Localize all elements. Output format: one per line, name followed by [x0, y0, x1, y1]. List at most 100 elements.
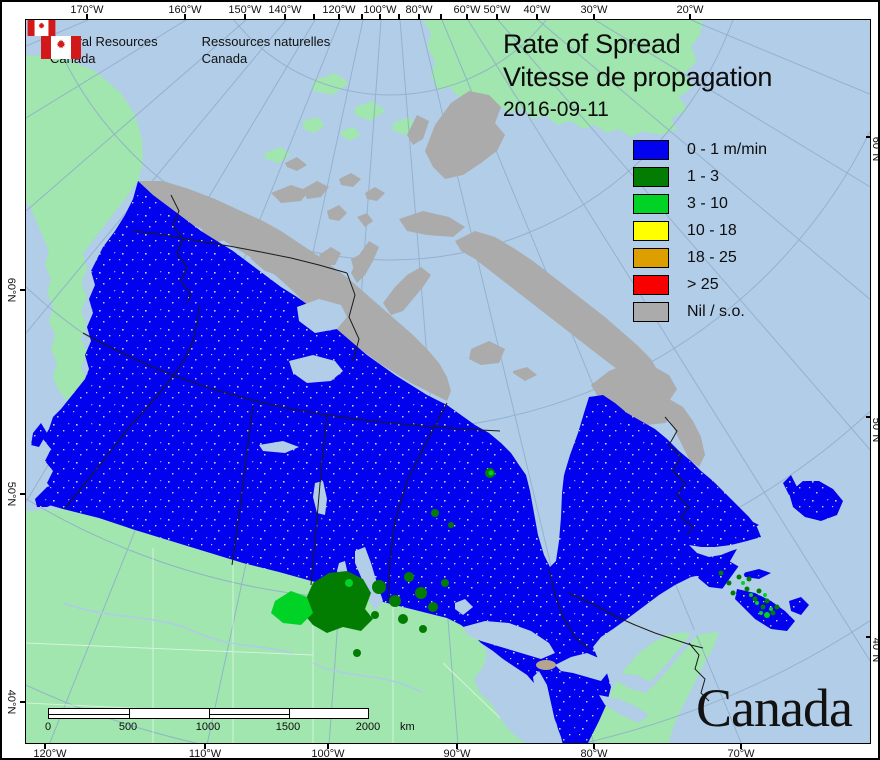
- lake-huron: [555, 653, 609, 681]
- ungava: [591, 363, 677, 425]
- us-details: [26, 548, 501, 743]
- legend-item: 1 - 3: [633, 163, 767, 190]
- lat-label: 40°N: [5, 689, 17, 715]
- axis-tick: [313, 14, 315, 19]
- st-lawrence-river: [592, 560, 750, 688]
- lon-label: 50°W: [483, 4, 511, 16]
- spread-1-3: [303, 468, 780, 657]
- legend-swatch: [633, 247, 669, 268]
- scale-bar-labels: 0 500 1000 1500 2000 km: [44, 721, 448, 735]
- labrador-tip: [665, 399, 705, 467]
- wordmark-flag-icon: [27, 20, 56, 36]
- axis-tick: [44, 744, 46, 749]
- lake-superior: [463, 621, 555, 659]
- scale-bar-graphic: [48, 708, 369, 719]
- legend-item: 18 - 25: [633, 244, 767, 271]
- legend-label: > 25: [687, 275, 719, 293]
- map-title: Rate of Spread Vitesse de propagation 20…: [503, 28, 772, 124]
- nil-areas: [138, 91, 705, 616]
- lon-label: 150°W: [228, 4, 262, 16]
- scale-tick-label: 2000: [355, 721, 381, 733]
- axis-tick: [866, 136, 871, 138]
- borders: [64, 194, 710, 702]
- title-fr: Vitesse de propagation: [503, 62, 773, 92]
- lon-label: 120°W: [33, 748, 67, 760]
- lat-label: 60°N: [5, 277, 17, 303]
- lat-label: 50°N: [870, 417, 880, 443]
- canada-wordmark: Canada: [696, 678, 853, 738]
- arctic-islets: [265, 73, 419, 163]
- axis-tick: [86, 14, 88, 19]
- axis-tick: [184, 14, 186, 19]
- lake-erie: [599, 695, 649, 723]
- legend-label: Nil / s.o.: [687, 302, 745, 320]
- scale-tick-label: 0: [44, 721, 52, 733]
- canada-fire-map: [26, 20, 870, 743]
- legend-swatch: [633, 139, 669, 160]
- axis-tick: [204, 744, 206, 749]
- ellesmere-island: [407, 91, 505, 179]
- legend-item: 10 - 18: [633, 217, 767, 244]
- axis-tick: [244, 14, 246, 19]
- greenland: [423, 20, 703, 137]
- legend-item: > 25: [633, 271, 767, 298]
- axis-tick: [440, 14, 442, 19]
- axis-tick: [284, 14, 286, 19]
- axis-tick: [338, 14, 340, 19]
- nil-patch: [536, 660, 556, 670]
- lat-label: 40°N: [870, 637, 880, 663]
- axis-tick: [689, 14, 691, 19]
- southampton-island: [469, 341, 537, 381]
- legend-swatch: [633, 274, 669, 295]
- title-en: Rate of Spread: [503, 29, 681, 59]
- agency-fr-line2: Canada: [201, 51, 248, 66]
- scale-tick-label: 500: [118, 721, 138, 733]
- axis-tick: [466, 14, 468, 19]
- axis-tick: [496, 14, 498, 19]
- lon-label: 90°W: [443, 748, 471, 760]
- canada-flag-icon: [41, 36, 81, 59]
- legend-label: 18 - 25: [687, 248, 737, 266]
- scale-tick-label: 1000: [195, 721, 221, 733]
- legend-swatch: [633, 166, 669, 187]
- agency-name-fr: Ressources naturelles Canada: [202, 33, 331, 67]
- scale-tick-label: 1500: [275, 721, 301, 733]
- haida-gwaii: [31, 423, 47, 447]
- spread-3-10: [271, 470, 773, 625]
- axis-tick: [327, 744, 329, 749]
- lon-label: 100°W: [311, 748, 345, 760]
- lat-label: 60°N: [870, 136, 880, 162]
- legend-label: 10 - 18: [687, 221, 737, 239]
- scale-bar: 0 500 1000 1500 2000 km: [44, 708, 448, 735]
- lon-label: 40°W: [523, 4, 551, 16]
- legend-swatch: [633, 301, 669, 322]
- lon-label: 110°W: [188, 748, 222, 760]
- legend-label: 3 - 10: [687, 194, 728, 212]
- axis-tick: [418, 14, 420, 19]
- anticosti: [727, 519, 759, 531]
- legend: 0 - 1 m/min 1 - 3 3 - 10 10 - 18 18 - 25…: [633, 136, 767, 325]
- devon-island: [399, 211, 465, 237]
- axis-tick: [361, 14, 363, 19]
- great-bear-lake: [297, 299, 347, 333]
- lon-label: 160°W: [168, 4, 202, 16]
- legend-item: Nil / s.o.: [633, 298, 767, 325]
- lake-ontario: [617, 673, 653, 693]
- legend-label: 0 - 1 m/min: [687, 140, 768, 158]
- axis-tick: [20, 701, 25, 703]
- lon-label: 70°W: [727, 748, 755, 760]
- lon-label: 80°W: [405, 4, 433, 16]
- scale-unit: km: [400, 721, 415, 733]
- axis-tick: [593, 744, 595, 749]
- lon-label: 140°W: [268, 4, 302, 16]
- axis-tick: [866, 416, 871, 418]
- axis-tick: [740, 744, 742, 749]
- baffin-island: [455, 231, 659, 385]
- pei: [743, 569, 771, 579]
- vancouver-island: [35, 483, 71, 507]
- alaska: [26, 55, 143, 401]
- lon-label: 30°W: [580, 4, 608, 16]
- axis-tick: [20, 289, 25, 291]
- legend-swatch: [633, 220, 669, 241]
